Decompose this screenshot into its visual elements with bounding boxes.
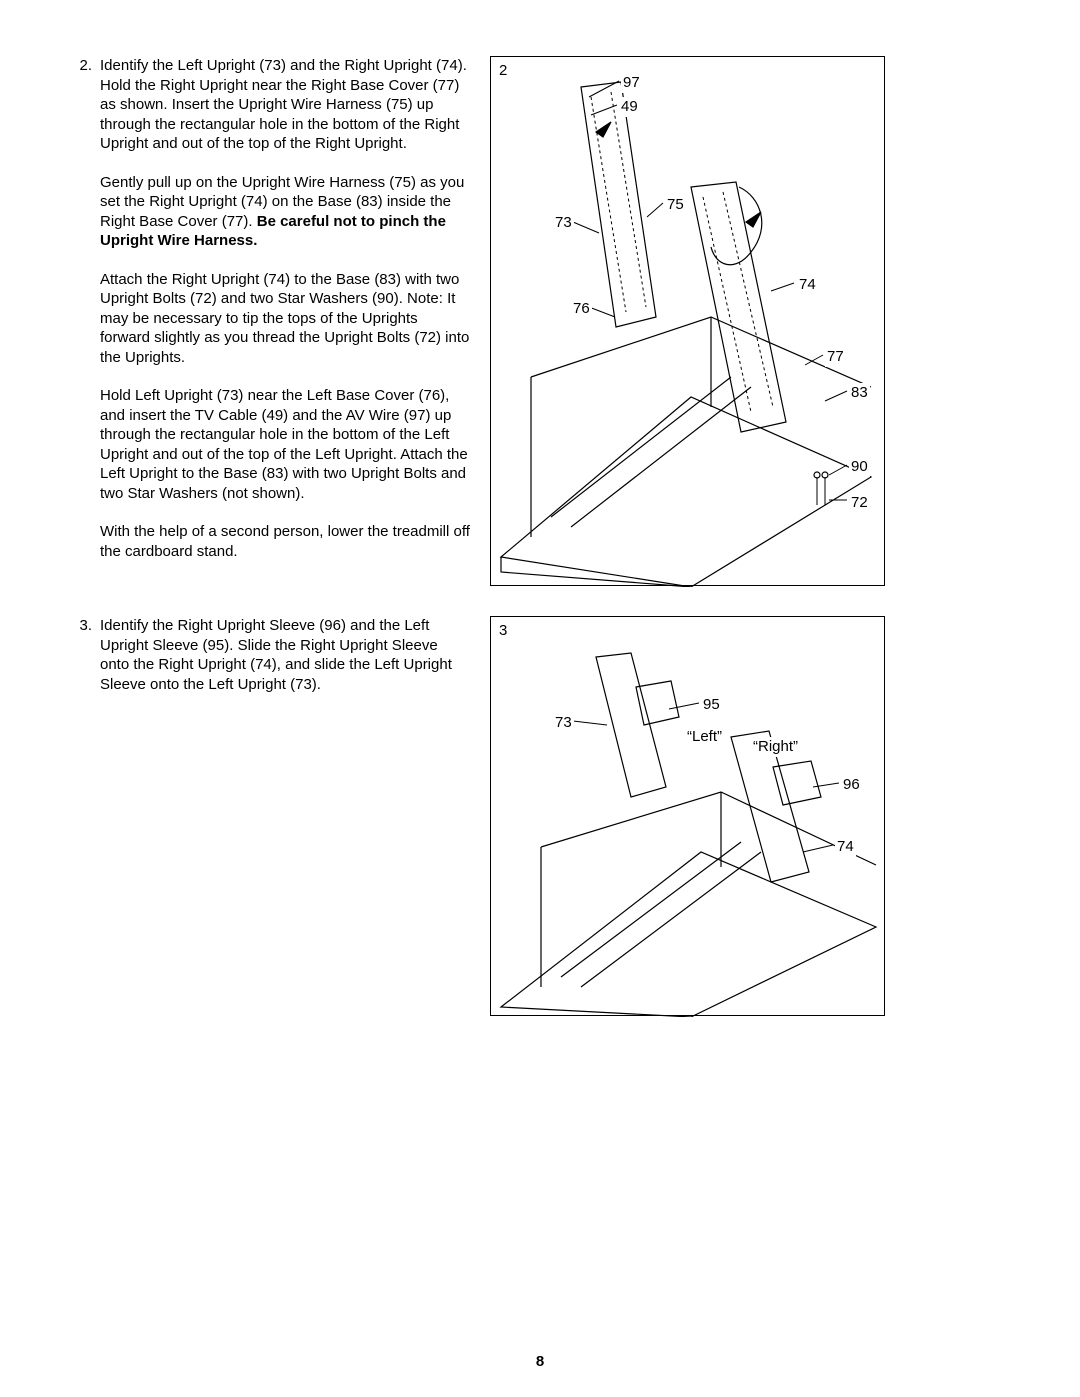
instruction-paragraph: Attach the Right Upright (74) to the Bas…	[100, 270, 470, 368]
instruction-paragraph: Identify the Right Upright Sleeve (96) a…	[100, 616, 470, 694]
instruction-paragraph: With the help of a second person, lower …	[100, 522, 470, 561]
callout-label: 97	[621, 73, 642, 93]
figure-2-diagram	[491, 57, 886, 587]
step-body: Identify the Right Upright Sleeve (96) a…	[100, 616, 470, 713]
callout-label: 74	[835, 837, 856, 857]
step-body: Identify the Left Upright (73) and the R…	[100, 56, 470, 580]
callout-label: 75	[665, 195, 686, 215]
step-3-text: 3. Identify the Right Upright Sleeve (96…	[70, 616, 470, 713]
step-number: 3.	[70, 616, 92, 636]
callout-label: 72	[849, 493, 870, 513]
callout-label: 90	[849, 457, 870, 477]
step-number: 2.	[70, 56, 92, 76]
callout-label: 73	[553, 213, 574, 233]
figure-2-box: 2	[490, 56, 885, 586]
callout-label: 77	[825, 347, 846, 367]
callout-label: 74	[797, 275, 818, 295]
instruction-paragraph: Hold Left Upright (73) near the Left Bas…	[100, 386, 470, 503]
callout-label: 83	[849, 383, 870, 403]
callout-label: 95	[701, 695, 722, 715]
step-block: 3. Identify the Right Upright Sleeve (96…	[70, 616, 470, 713]
figure-2-col: 2	[490, 56, 1010, 586]
callout-label: “Right”	[751, 737, 800, 757]
page-number: 8	[0, 1352, 1080, 1372]
step-block: 2. Identify the Left Upright (73) and th…	[70, 56, 470, 580]
instruction-paragraph: Gently pull up on the Upright Wire Harne…	[100, 173, 470, 251]
callout-label: 73	[553, 713, 574, 733]
figure-3-box: 3 9573“Lef	[490, 616, 885, 1016]
step-2-text: 2. Identify the Left Upright (73) and th…	[70, 56, 470, 580]
callout-label: 49	[619, 97, 640, 117]
instruction-paragraph: Identify the Left Upright (73) and the R…	[100, 56, 470, 154]
callout-label: 96	[841, 775, 862, 795]
callout-label: “Left”	[685, 727, 724, 747]
step-3-row: 3. Identify the Right Upright Sleeve (96…	[70, 616, 1010, 1016]
callout-label: 76	[571, 299, 592, 319]
step-2-row: 2. Identify the Left Upright (73) and th…	[70, 56, 1010, 586]
figure-3-col: 3 9573“Lef	[490, 616, 1010, 1016]
figure-3-diagram	[491, 617, 886, 1017]
